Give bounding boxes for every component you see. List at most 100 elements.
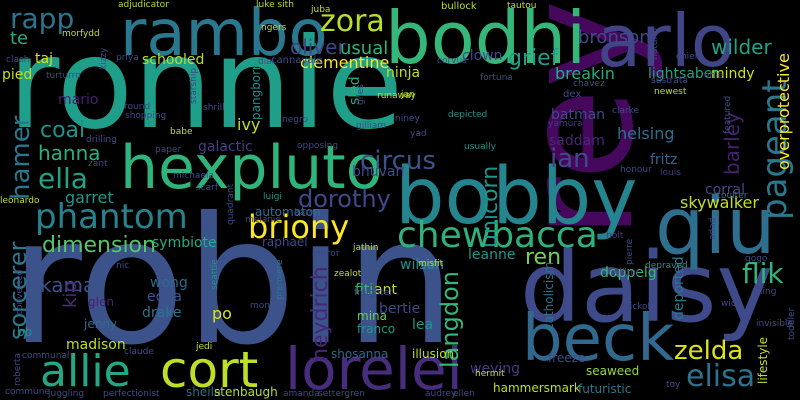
word: te: [10, 28, 29, 49]
word: starship: [189, 67, 199, 104]
word: amanda: [283, 389, 320, 399]
word: mindy: [711, 66, 755, 82]
word: luigi: [263, 192, 282, 202]
word: po: [212, 304, 232, 323]
word: depicted: [448, 110, 488, 120]
word: qiu: [655, 182, 776, 272]
word: dimension: [42, 233, 156, 258]
word: shosanna: [331, 347, 389, 361]
word: rambo: [120, 0, 328, 71]
word: quadrant: [226, 183, 236, 225]
word: breakin: [555, 64, 615, 83]
word: jathin: [353, 243, 379, 253]
word: wilson: [400, 257, 444, 273]
word: stenbaugh: [214, 385, 278, 399]
word: hexpluto: [120, 133, 383, 203]
word: audrey: [425, 389, 457, 399]
word: mirror: [312, 249, 340, 259]
word: holt: [606, 231, 624, 241]
word: zora: [320, 4, 385, 39]
word: mon: [250, 301, 270, 311]
word: ren: [525, 245, 562, 270]
word: chewbacca: [397, 215, 598, 256]
word: featured: [723, 95, 733, 134]
word: ella: [38, 162, 88, 195]
word: doppelg: [600, 265, 657, 281]
word: hammersmark: [493, 381, 581, 395]
word: morfydd: [62, 29, 100, 39]
word: gilliam: [356, 121, 386, 131]
word: turturro: [46, 71, 81, 81]
word: clarke: [612, 106, 640, 116]
word: rapp: [10, 2, 75, 35]
word: ian: [550, 144, 590, 174]
word: pierre: [625, 238, 635, 265]
word: lifestyle: [756, 336, 770, 384]
word: edna: [147, 289, 182, 305]
word: babe: [170, 127, 193, 137]
word: leanne: [468, 247, 516, 263]
word: runaway: [377, 91, 416, 101]
word: bullock: [441, 1, 477, 12]
word: allie: [40, 346, 131, 397]
word: jedi: [196, 342, 213, 352]
word: pied: [2, 67, 33, 83]
word: bodhi: [385, 0, 587, 80]
word: chavez: [573, 79, 605, 89]
word: bhuvan: [352, 164, 405, 180]
word: dex: [563, 89, 582, 100]
word: invisible: [756, 319, 793, 329]
word: fortuna: [480, 73, 513, 83]
word: illusion: [412, 347, 455, 361]
word: franco: [357, 322, 396, 336]
word: freighter: [354, 288, 393, 298]
word: symbiote: [152, 235, 217, 251]
word: corvus: [437, 56, 467, 66]
word: madison: [66, 337, 126, 353]
word: coal: [40, 118, 86, 143]
word: coulter: [716, 191, 748, 201]
word: tautou: [507, 1, 537, 11]
word: weying: [470, 361, 520, 377]
word: misfit: [418, 259, 444, 269]
word: clash: [6, 55, 30, 65]
word: wilder: [711, 35, 772, 59]
word: hamer: [6, 115, 36, 200]
word: wilbur: [612, 268, 640, 278]
word: communal: [22, 351, 70, 361]
word: corral: [705, 182, 745, 198]
word: arlo: [597, 0, 735, 83]
word: elisa: [686, 359, 756, 394]
word: scarf: [196, 183, 219, 193]
word: unicorn: [478, 165, 503, 248]
word: wong: [150, 275, 188, 291]
word: seaweed: [586, 364, 640, 378]
word: hermit: [475, 369, 505, 379]
word: mina: [357, 309, 387, 323]
word: bronson: [578, 27, 651, 48]
word: natural: [650, 27, 660, 60]
word: heydrich: [308, 266, 333, 362]
word: fiti: [355, 282, 374, 298]
word: circus: [360, 146, 436, 176]
word: honour: [620, 165, 652, 175]
word: ngers: [261, 23, 287, 33]
word: lorelei: [285, 335, 463, 400]
word: newest: [654, 87, 687, 97]
word: dorothy: [298, 185, 391, 213]
word: perfectionist: [103, 389, 160, 399]
word: usually: [464, 142, 496, 152]
word: seattle: [210, 259, 220, 290]
word: ellen: [453, 389, 475, 399]
word: ant: [374, 282, 397, 298]
word: louis: [660, 168, 681, 178]
word: futuristic: [578, 382, 632, 396]
word: kip: [60, 281, 81, 308]
word: saddam: [549, 133, 605, 149]
word: ehle: [704, 71, 724, 81]
word: zant: [88, 159, 108, 169]
word: shrill: [203, 103, 225, 113]
word: paper: [155, 145, 182, 155]
word: adad: [708, 217, 718, 240]
word: robin: [10, 181, 456, 384]
